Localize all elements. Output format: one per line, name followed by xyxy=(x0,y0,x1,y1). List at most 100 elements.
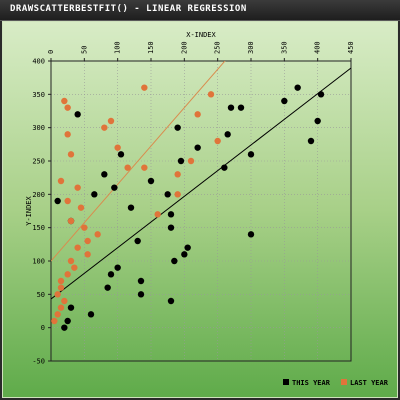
data-point xyxy=(67,304,75,311)
x-tick-label: 50 xyxy=(80,46,88,54)
x-tick-label: 150 xyxy=(147,41,155,54)
x-tick-label: 400 xyxy=(314,41,322,54)
data-point xyxy=(91,191,98,198)
y-tick-label: 100 xyxy=(32,258,45,266)
data-point xyxy=(61,297,68,305)
title-bar: DRAWSCATTERBESTFIT() - LINEAR REGRESSION xyxy=(0,0,400,21)
data-point xyxy=(57,277,65,285)
y-tick-label: 150 xyxy=(32,224,45,232)
data-point xyxy=(64,131,71,138)
data-point xyxy=(281,97,288,105)
data-point xyxy=(84,251,91,258)
x-tick-label: 200 xyxy=(180,41,188,54)
data-point xyxy=(107,271,115,278)
y-tick-label: -50 xyxy=(32,358,45,366)
data-point xyxy=(67,217,75,225)
data-point xyxy=(54,311,61,318)
data-point xyxy=(61,324,68,331)
data-point xyxy=(177,157,185,165)
chart-title: DRAWSCATTERBESTFIT() - LINEAR REGRESSION xyxy=(10,4,247,14)
y-tick-label: 350 xyxy=(32,91,45,99)
data-point xyxy=(101,124,108,131)
data-point xyxy=(64,197,71,205)
data-point xyxy=(57,304,65,311)
data-point xyxy=(141,164,148,171)
data-point xyxy=(87,311,95,318)
data-point xyxy=(317,91,325,98)
data-point xyxy=(174,171,181,178)
legend-swatch xyxy=(283,379,289,385)
data-point xyxy=(174,191,181,198)
data-point xyxy=(207,91,215,98)
data-point xyxy=(137,277,145,285)
data-point xyxy=(117,151,125,158)
data-point xyxy=(184,244,191,251)
data-point xyxy=(227,104,235,111)
data-point xyxy=(137,291,145,298)
data-point xyxy=(221,164,228,171)
data-point xyxy=(134,237,141,245)
data-point xyxy=(154,211,161,218)
data-point xyxy=(124,164,131,171)
data-point xyxy=(64,317,71,325)
data-point xyxy=(171,257,178,265)
data-point xyxy=(67,151,75,158)
best-fit-line xyxy=(51,61,226,262)
data-point xyxy=(141,84,148,91)
y-tick-label: 50 xyxy=(37,291,45,299)
y-tick-label: 400 xyxy=(32,58,45,66)
data-point xyxy=(294,84,301,91)
data-point xyxy=(247,231,255,238)
data-point xyxy=(181,251,188,258)
data-point xyxy=(307,137,315,145)
data-point xyxy=(194,144,201,151)
data-point xyxy=(167,224,175,231)
x-axis-label: X-INDEX xyxy=(186,31,216,39)
legend-swatch xyxy=(341,379,347,385)
data-point xyxy=(167,211,175,218)
data-point xyxy=(224,131,231,138)
data-point xyxy=(77,204,85,211)
data-point xyxy=(67,257,75,265)
data-point xyxy=(114,144,121,151)
data-point xyxy=(247,151,255,158)
data-point xyxy=(54,197,61,205)
data-point xyxy=(107,117,115,125)
data-point xyxy=(64,104,71,111)
x-tick-label: 300 xyxy=(247,41,255,54)
data-point xyxy=(237,104,245,111)
legend-label: LAST YEAR xyxy=(350,379,389,387)
data-point xyxy=(74,111,81,118)
data-point xyxy=(94,231,101,238)
data-point xyxy=(194,111,201,118)
chart-panel: 0 50 100 150 200 250 300 350 400 450 -50 0 50 100 150 2… xyxy=(2,21,398,398)
data-point xyxy=(174,124,181,131)
data-point xyxy=(127,204,135,211)
data-point xyxy=(71,264,78,271)
data-point xyxy=(101,171,108,178)
x-tick-label: 0 xyxy=(47,50,55,54)
data-point xyxy=(187,157,195,165)
x-tick-label: 250 xyxy=(214,41,222,54)
data-point xyxy=(74,244,81,251)
data-point xyxy=(74,184,81,191)
y-axis-label: Y-INDEX xyxy=(25,195,33,225)
scatter-chart: 0 50 100 150 200 250 300 350 400 450 -50 0 50 100 150 2… xyxy=(25,31,389,387)
data-point xyxy=(81,224,88,231)
data-point xyxy=(114,264,121,271)
plot-frame xyxy=(50,60,352,362)
data-point xyxy=(167,297,175,305)
data-point xyxy=(57,177,65,185)
data-point xyxy=(147,177,155,185)
data-point xyxy=(51,317,58,325)
data-point xyxy=(57,284,65,291)
x-tick-label: 450 xyxy=(347,41,355,54)
data-point xyxy=(111,184,118,191)
x-tick-label: 350 xyxy=(280,41,288,54)
legend-label: THIS YEAR xyxy=(292,379,331,387)
y-tick-label: 300 xyxy=(32,124,45,132)
data-point xyxy=(164,191,171,198)
best-fit-line xyxy=(51,67,351,300)
data-point xyxy=(314,117,321,125)
